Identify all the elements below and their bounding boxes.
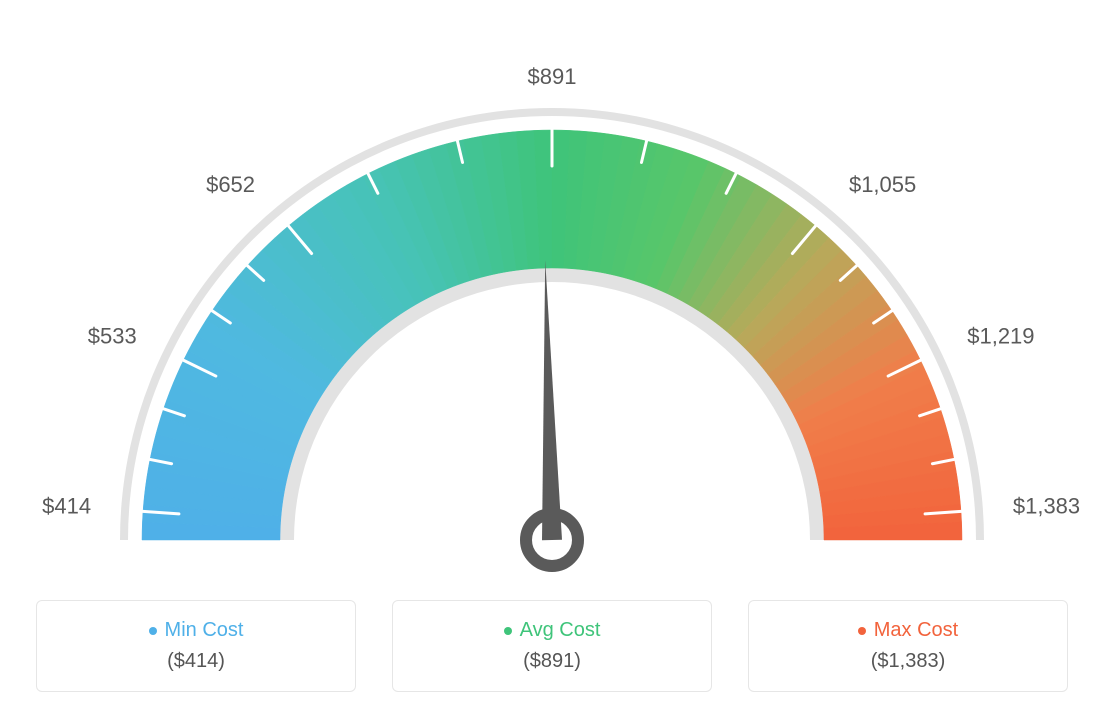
- svg-text:$1,383: $1,383: [1013, 494, 1080, 519]
- gauge-chart: $414 $533 $652 $891 $1,055 $1,219 $1,383: [20, 20, 1084, 580]
- legend-dot-avg: [504, 627, 512, 635]
- legend-dot-max: [858, 627, 866, 635]
- legend-label-min: Min Cost: [149, 619, 244, 642]
- legend-value-max: ($1,383): [749, 650, 1067, 673]
- svg-text:$652: $652: [206, 172, 255, 197]
- legend-label-max-text: Max Cost: [874, 619, 958, 642]
- svg-text:$414: $414: [42, 494, 91, 519]
- legend-label-min-text: Min Cost: [165, 619, 244, 642]
- svg-text:$1,219: $1,219: [967, 323, 1034, 348]
- gauge-svg: $414 $533 $652 $891 $1,055 $1,219 $1,383: [20, 20, 1084, 580]
- legend-value-avg: ($891): [393, 650, 711, 673]
- legend-label-avg: Avg Cost: [504, 619, 601, 642]
- svg-text:$891: $891: [528, 64, 577, 89]
- legend: Min Cost ($414) Avg Cost ($891) Max Cost…: [20, 600, 1084, 692]
- svg-text:$533: $533: [88, 323, 137, 348]
- legend-value-min: ($414): [37, 650, 355, 673]
- svg-text:$1,055: $1,055: [849, 172, 916, 197]
- legend-label-avg-text: Avg Cost: [520, 619, 601, 642]
- legend-label-max: Max Cost: [858, 619, 958, 642]
- legend-card-max: Max Cost ($1,383): [748, 600, 1068, 692]
- legend-card-avg: Avg Cost ($891): [392, 600, 712, 692]
- legend-dot-min: [149, 627, 157, 635]
- legend-card-min: Min Cost ($414): [36, 600, 356, 692]
